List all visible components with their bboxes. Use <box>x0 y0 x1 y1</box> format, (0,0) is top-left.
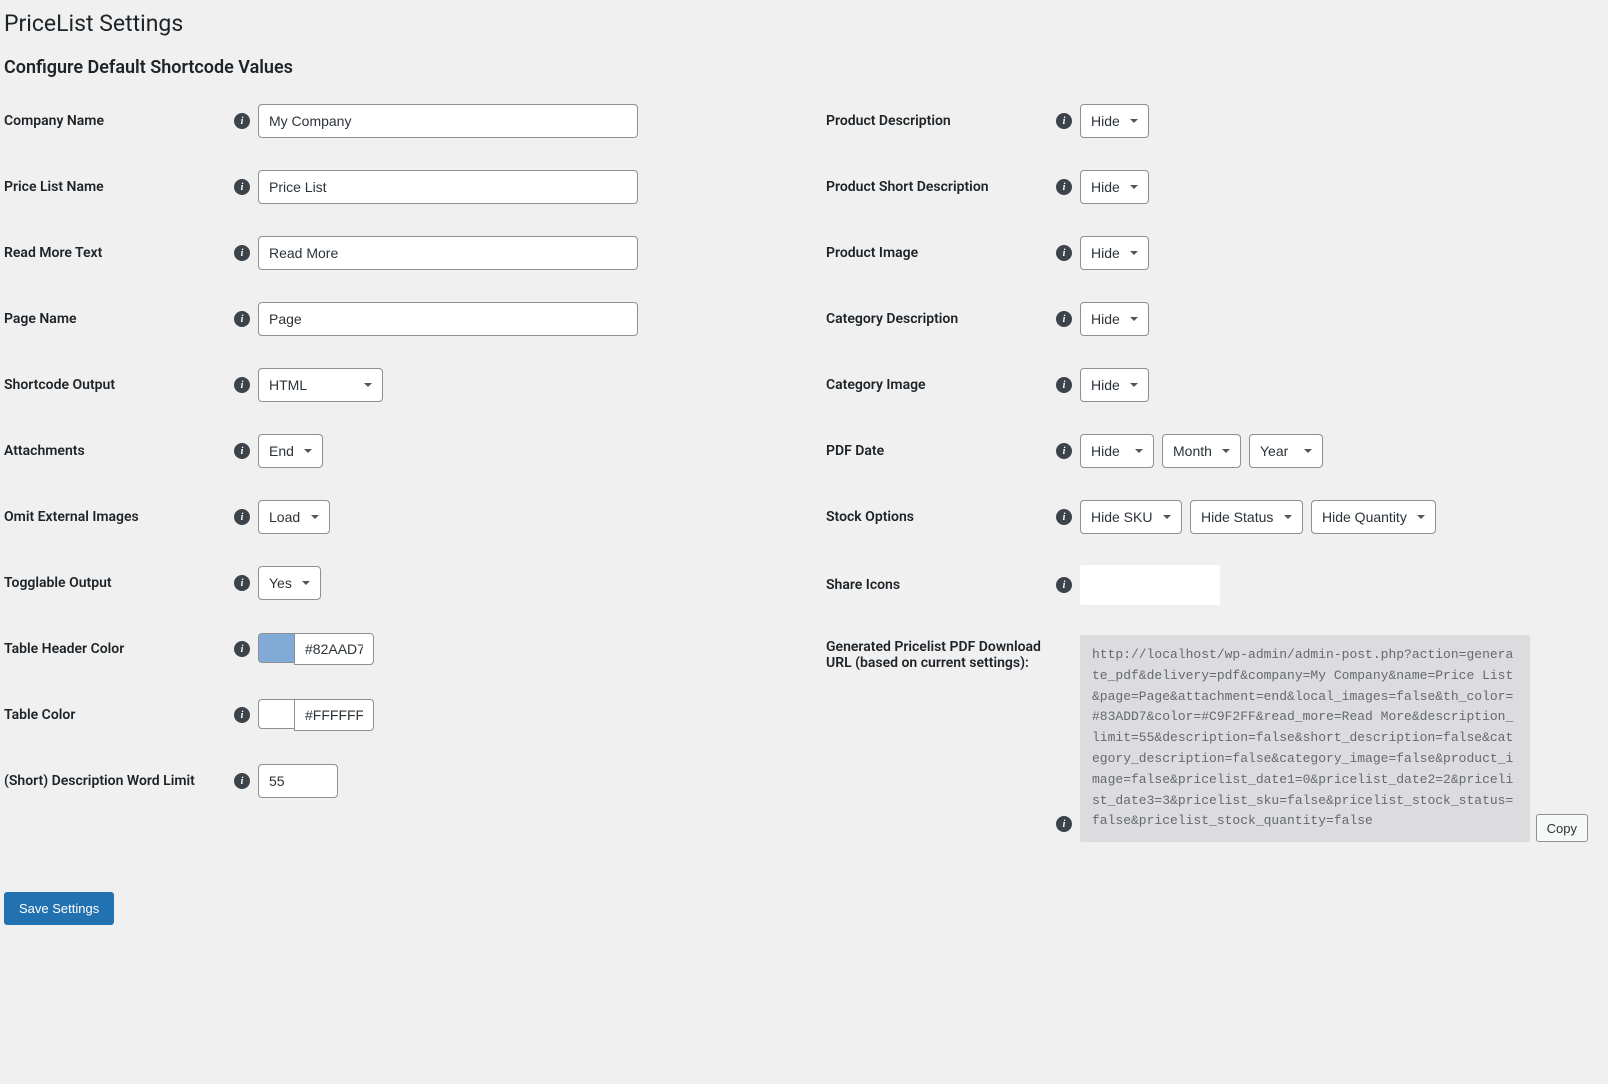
pdf-date-label: PDF Date <box>826 443 1056 459</box>
pdf-date-year-select[interactable]: Year <box>1249 434 1323 468</box>
info-icon[interactable]: i <box>1056 179 1072 195</box>
pdf-date-show-select[interactable]: Hide <box>1080 434 1154 468</box>
product-image-select[interactable]: Hide <box>1080 236 1149 270</box>
table-color-label: Table Color <box>4 707 234 723</box>
info-icon[interactable]: i <box>234 575 250 591</box>
copy-button[interactable]: Copy <box>1536 814 1588 842</box>
info-icon[interactable]: i <box>234 509 250 525</box>
product-image-label: Product Image <box>826 245 1056 261</box>
info-icon[interactable]: i <box>234 707 250 723</box>
attachments-select[interactable]: End <box>258 434 323 468</box>
product-short-description-label: Product Short Description <box>826 179 1056 195</box>
category-description-select[interactable]: Hide <box>1080 302 1149 336</box>
generated-url-label: Generated Pricelist PDF Download URL (ba… <box>826 635 1056 671</box>
table-header-color-input[interactable] <box>294 633 374 665</box>
info-icon[interactable]: i <box>234 377 250 393</box>
info-icon[interactable]: i <box>234 179 250 195</box>
info-icon[interactable]: i <box>234 443 250 459</box>
info-icon[interactable]: i <box>234 245 250 261</box>
product-description-select[interactable]: Hide <box>1080 104 1149 138</box>
table-color-swatch[interactable] <box>258 699 294 729</box>
share-icons-label: Share Icons <box>826 577 1056 593</box>
page-title: PriceList Settings <box>4 10 1588 37</box>
category-image-label: Category Image <box>826 377 1056 393</box>
attachments-label: Attachments <box>4 443 234 459</box>
omit-external-images-label: Omit External Images <box>4 509 234 525</box>
read-more-text-label: Read More Text <box>4 245 234 261</box>
right-column: Product Description i Hide Product Short… <box>826 103 1588 872</box>
togglable-output-select[interactable]: Yes <box>258 566 321 600</box>
stock-options-label: Stock Options <box>826 509 1056 525</box>
generated-url-text: http://localhost/wp-admin/admin-post.php… <box>1080 635 1530 842</box>
table-header-color-label: Table Header Color <box>4 641 234 657</box>
info-icon[interactable]: i <box>1056 311 1072 327</box>
info-icon[interactable]: i <box>1056 443 1072 459</box>
shortcode-output-select[interactable]: HTML <box>258 368 383 402</box>
info-icon[interactable]: i <box>234 311 250 327</box>
company-name-input[interactable] <box>258 104 638 138</box>
pdf-date-month-select[interactable]: Month <box>1162 434 1241 468</box>
info-icon[interactable]: i <box>1056 377 1072 393</box>
product-short-description-select[interactable]: Hide <box>1080 170 1149 204</box>
category-description-label: Category Description <box>826 311 1056 327</box>
price-list-name-input[interactable] <box>258 170 638 204</box>
info-icon[interactable]: i <box>1056 509 1072 525</box>
desc-word-limit-label: (Short) Description Word Limit <box>4 773 234 789</box>
company-name-label: Company Name <box>4 113 234 129</box>
page-name-input[interactable] <box>258 302 638 336</box>
omit-external-images-select[interactable]: Load <box>258 500 330 534</box>
table-color-input[interactable] <box>294 699 374 731</box>
read-more-text-input[interactable] <box>258 236 638 270</box>
table-header-color-swatch[interactable] <box>258 633 294 663</box>
info-icon[interactable]: i <box>1056 577 1072 593</box>
stock-status-select[interactable]: Hide Status <box>1190 500 1303 534</box>
page-name-label: Page Name <box>4 311 234 327</box>
page-subtitle: Configure Default Shortcode Values <box>4 57 1588 78</box>
shortcode-output-label: Shortcode Output <box>4 377 234 393</box>
info-icon[interactable]: i <box>1056 245 1072 261</box>
info-icon[interactable]: i <box>234 773 250 789</box>
share-icons-box[interactable] <box>1080 565 1220 605</box>
desc-word-limit-input[interactable] <box>258 764 338 798</box>
togglable-output-label: Togglable Output <box>4 575 234 591</box>
info-icon[interactable]: i <box>1056 113 1072 129</box>
left-column: Company Name i Price List Name i Read Mo… <box>4 103 766 872</box>
stock-quantity-select[interactable]: Hide Quantity <box>1311 500 1436 534</box>
info-icon[interactable]: i <box>1056 816 1072 832</box>
product-description-label: Product Description <box>826 113 1056 129</box>
save-settings-button[interactable]: Save Settings <box>4 892 114 925</box>
stock-sku-select[interactable]: Hide SKU <box>1080 500 1182 534</box>
price-list-name-label: Price List Name <box>4 179 234 195</box>
info-icon[interactable]: i <box>234 113 250 129</box>
category-image-select[interactable]: Hide <box>1080 368 1149 402</box>
info-icon[interactable]: i <box>234 641 250 657</box>
